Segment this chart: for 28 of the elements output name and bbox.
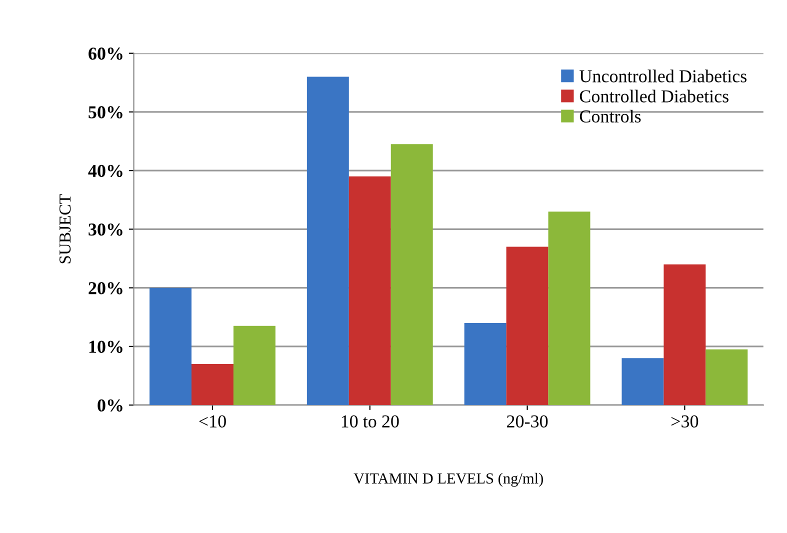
y-tick-label: 30% — [88, 223, 122, 236]
bar — [390, 144, 433, 406]
y-tick-label: 60% — [88, 48, 122, 60]
bar — [150, 288, 192, 406]
bar — [464, 323, 506, 406]
y-tick-label: 50% — [88, 106, 122, 118]
x-tick-label: 20-30 — [507, 415, 548, 428]
x-axis-title: VITAMIN D LEVELS (ng/ml) — [354, 472, 543, 487]
legend-label: Controlled Diabetics — [580, 90, 728, 102]
y-axis-title: SUBJECT — [59, 194, 71, 264]
bar — [192, 364, 234, 406]
y-tick-label: 20% — [88, 282, 122, 294]
bar — [233, 326, 276, 406]
y-tick-label: 0% — [98, 399, 122, 412]
bar — [622, 358, 664, 406]
y-tick-label: 40% — [88, 164, 122, 178]
bar — [506, 246, 548, 406]
y-tick-label: 10% — [89, 340, 122, 353]
legend-label: Uncontrolled Diabetics — [580, 70, 746, 82]
x-tick-label: <10 — [199, 415, 226, 428]
bar — [548, 212, 590, 406]
bar — [348, 176, 391, 406]
x-tick-label: 10 to 20 — [342, 415, 399, 428]
bar — [664, 264, 706, 406]
x-tick-label: >30 — [671, 415, 698, 428]
bar — [706, 349, 748, 406]
bar — [306, 76, 349, 406]
legend-label: Controls — [580, 110, 641, 123]
